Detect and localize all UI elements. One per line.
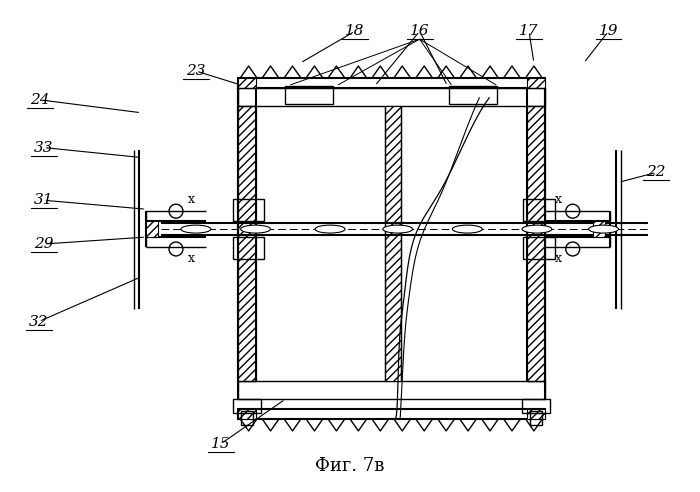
Bar [237, 88, 545, 106]
Text: 24: 24 [30, 93, 50, 107]
Ellipse shape [383, 225, 412, 233]
Bar [237, 409, 545, 419]
Bar [146, 221, 158, 237]
Text: 17: 17 [519, 24, 539, 38]
Bar [385, 106, 400, 381]
Bar [237, 409, 256, 419]
Text: 23: 23 [186, 64, 206, 78]
Text: 18: 18 [345, 24, 365, 38]
Bar [241, 411, 253, 425]
Bar [449, 86, 497, 104]
Text: 22: 22 [647, 165, 666, 180]
Bar [522, 399, 550, 413]
Ellipse shape [181, 225, 211, 233]
Bar [237, 78, 545, 88]
Bar [286, 86, 333, 104]
Bar [523, 237, 555, 259]
Bar [232, 399, 260, 413]
Bar [527, 78, 545, 88]
Text: 31: 31 [34, 193, 53, 207]
Text: x: x [555, 252, 562, 265]
Bar [237, 106, 256, 381]
Text: x: x [555, 193, 562, 206]
Text: 15: 15 [211, 437, 230, 451]
Bar [527, 409, 545, 419]
Ellipse shape [241, 225, 270, 233]
Text: 29: 29 [34, 237, 53, 251]
Bar [232, 199, 265, 221]
Text: Фиг. 7в: Фиг. 7в [315, 457, 385, 475]
Text: x: x [188, 193, 195, 206]
Text: 32: 32 [29, 314, 48, 329]
Bar [523, 199, 555, 221]
Text: x: x [188, 252, 195, 265]
Text: 33: 33 [34, 141, 53, 154]
Bar [530, 411, 542, 425]
Ellipse shape [315, 225, 345, 233]
Ellipse shape [522, 225, 552, 233]
Bar [593, 221, 605, 237]
Bar [237, 78, 256, 88]
Text: 19: 19 [598, 24, 618, 38]
Bar [237, 381, 545, 399]
Bar [527, 106, 545, 381]
Ellipse shape [452, 225, 482, 233]
Bar [232, 237, 265, 259]
Ellipse shape [589, 225, 619, 233]
Text: 16: 16 [410, 24, 429, 38]
